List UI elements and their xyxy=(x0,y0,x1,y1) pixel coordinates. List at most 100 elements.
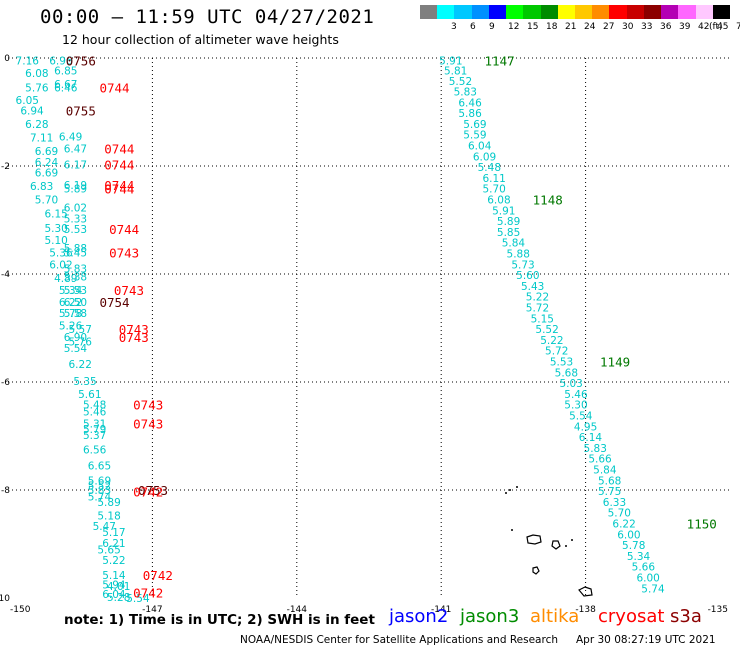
swh-value: 6.21 xyxy=(102,538,125,550)
swh-value: 5.17 xyxy=(102,527,125,539)
swh-value: 5.34 xyxy=(627,551,651,563)
pass-time-label: 0744 xyxy=(104,157,134,172)
swh-value: 5.73 xyxy=(511,259,534,271)
generation-timestamp: Apr 30 08:27:19 UTC 2021 xyxy=(576,634,716,646)
swh-value: 6.02 xyxy=(64,203,87,215)
color-scale-label: 12 xyxy=(508,22,520,32)
x-tick-label: -138 xyxy=(575,605,596,615)
credit-text: NOAA/NESDIS Center for Satellite Applica… xyxy=(240,634,558,646)
color-scale-label: 70 xyxy=(736,22,740,32)
swh-value: 5.15 xyxy=(531,313,554,325)
y-tick-label: -10 xyxy=(0,594,10,604)
x-tick-label: -144 xyxy=(287,605,308,615)
color-scale-swatch xyxy=(471,5,489,19)
swh-value: 5.69 xyxy=(463,119,486,131)
swh-value: 5.30 xyxy=(564,400,587,412)
islet-icon xyxy=(505,492,507,494)
swh-value: 5.10 xyxy=(44,235,67,247)
color-scale-label: 24 xyxy=(584,22,596,32)
swh-value: 5.65 xyxy=(97,544,120,556)
pass-time-label: 0756 xyxy=(66,54,96,69)
swh-value: 5.66 xyxy=(588,454,612,466)
swh-value: 6.56 xyxy=(83,445,107,457)
swh-value: 5.53 xyxy=(64,285,87,297)
swh-value: 5.52 xyxy=(449,76,472,88)
credit-line: NOAA/NESDIS Center for Satellite Applica… xyxy=(240,634,716,646)
swh-value: 6.50 xyxy=(64,297,87,309)
pass-time-label: 0743 xyxy=(119,322,149,337)
pass-time-label: 0744 xyxy=(104,182,134,197)
pass-time-label: 0743 xyxy=(119,330,149,345)
swh-value: 5.61 xyxy=(78,389,101,401)
swh-value: 6.46 xyxy=(458,97,482,109)
swh-value: 5.46 xyxy=(83,407,107,419)
swh-value: 5.72 xyxy=(545,346,568,358)
x-tick-label: -147 xyxy=(142,605,162,615)
swh-value: 5.86 xyxy=(458,108,482,120)
swh-value: 5.57 xyxy=(69,324,92,336)
color-scale-swatch xyxy=(678,5,696,19)
swh-value: 6.65 xyxy=(88,461,111,473)
swh-value: 5.68 xyxy=(598,475,621,487)
swh-value: 6.69 xyxy=(35,146,58,158)
island-icon xyxy=(526,534,542,545)
pass-time-label: 0744 xyxy=(99,81,129,96)
legend-jason3: jason3 xyxy=(460,606,520,627)
legend-s3a: s3a xyxy=(670,606,702,627)
x-tick-label: -135 xyxy=(708,605,728,615)
swh-value: 5.22 xyxy=(526,292,549,304)
pass-time-label: 0743 xyxy=(133,398,163,413)
swh-value: 6.47 xyxy=(64,144,87,156)
page-title: 00:00 – 11:59 UTC 04/27/2021 xyxy=(40,6,375,28)
swh-value: 5.59 xyxy=(463,130,486,142)
swh-value: 4.89 xyxy=(54,273,77,285)
swh-value: 6.69 xyxy=(35,167,58,179)
swh-value: 6.67 xyxy=(54,79,77,91)
swh-value: 5.45 xyxy=(64,247,87,259)
pass-time-label: 0753 xyxy=(138,483,168,498)
swh-value: 6.14 xyxy=(579,432,603,444)
islet-icon xyxy=(565,545,567,547)
swh-value: 5.68 xyxy=(555,367,578,379)
swh-value: 5.84 xyxy=(502,238,526,250)
island-icon xyxy=(532,566,540,575)
swh-value: 5.78 xyxy=(59,308,82,320)
swh-value: 5.70 xyxy=(482,184,505,196)
swh-value: 5.84 xyxy=(593,464,617,476)
island-icon xyxy=(578,586,593,597)
swh-value: 7.16 xyxy=(16,56,40,68)
color-scale-label: 18 xyxy=(546,22,558,32)
pass-time-label: 0754 xyxy=(99,295,129,310)
pass-time-label: 0755 xyxy=(66,103,96,118)
color-scale-label: 30 xyxy=(622,22,634,32)
y-tick-label: -4 xyxy=(1,270,10,280)
swh-value: 6.33 xyxy=(603,497,626,509)
swh-value: 5.74 xyxy=(641,583,665,595)
swh-value: 6.90 xyxy=(64,332,87,344)
swh-value: 5.78 xyxy=(622,540,645,552)
swh-value: 5.76 xyxy=(25,83,49,95)
islet-icon xyxy=(509,489,511,491)
pass-time-label: 1149 xyxy=(600,354,630,369)
color-scale-swatch xyxy=(523,5,541,19)
swh-value: 5.60 xyxy=(516,270,539,282)
y-tick-label: -8 xyxy=(1,486,10,496)
swh-value: 5.81 xyxy=(444,65,467,77)
swh-value: 7.11 xyxy=(30,132,53,144)
color-scale-label: 33 xyxy=(641,22,653,32)
swh-value: 5.54 xyxy=(126,593,150,605)
swh-value: 5.89 xyxy=(97,497,120,509)
swh-value: 5.72 xyxy=(526,302,549,314)
y-tick-label: -6 xyxy=(1,378,10,388)
pass-time-label: 0744 xyxy=(109,222,139,237)
color-scale-legend: 36912151821242730333639424570(ft) xyxy=(420,5,740,35)
swh-value: 5.26 xyxy=(59,320,83,332)
swh-value: 5.22 xyxy=(102,555,125,567)
swh-value: 5.31 xyxy=(83,419,106,431)
swh-value: 5.34 xyxy=(59,285,83,297)
color-scale-label: 6 xyxy=(470,22,476,32)
swh-value: 5.28 xyxy=(107,592,130,604)
swh-value: 5.03 xyxy=(559,378,582,390)
swh-value: 4.95 xyxy=(574,421,597,433)
swh-value: 5.48 xyxy=(478,162,501,174)
